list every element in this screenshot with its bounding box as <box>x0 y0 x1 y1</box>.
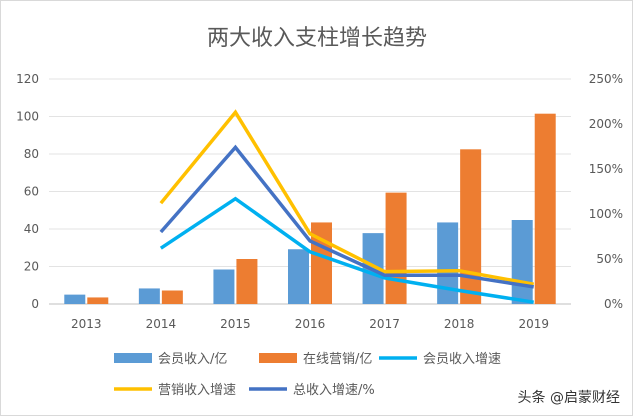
left-axis-ticks: 0 20 40 60 80 100 120 <box>16 72 39 311</box>
bar <box>138 288 160 304</box>
bar <box>460 149 482 304</box>
left-tick-label: 60 <box>24 185 39 199</box>
bar <box>437 222 459 304</box>
x-tick-label: 2013 <box>71 317 102 331</box>
x-tick-label: 2015 <box>220 317 251 331</box>
left-tick-label: 20 <box>24 260 39 274</box>
line-series-group <box>159 109 535 304</box>
right-tick-label: 0% <box>604 297 623 311</box>
x-tick-label: 2014 <box>146 317 177 331</box>
x-tick-label: 2017 <box>369 317 400 331</box>
right-tick-label: 150% <box>589 162 623 176</box>
left-tick-label: 0 <box>31 297 39 311</box>
bar <box>236 259 258 304</box>
chart-title: 两大收入支柱增长趋势 <box>207 26 427 51</box>
right-tick-label: 100% <box>589 207 623 221</box>
left-tick-label: 40 <box>24 222 39 236</box>
left-tick-label: 120 <box>16 72 39 86</box>
bar <box>288 249 309 304</box>
left-tick-label: 80 <box>24 147 39 161</box>
right-axis-ticks: 0% 50% 100% 150% 200% 250% <box>589 72 623 311</box>
x-tick-label: 2018 <box>444 317 475 331</box>
legend-swatch <box>114 353 152 363</box>
right-tick-label: 250% <box>589 72 623 86</box>
bar <box>87 297 109 304</box>
gridlines <box>49 78 571 305</box>
bar <box>511 220 533 304</box>
legend-swatch <box>259 353 297 363</box>
right-tick-label: 200% <box>589 117 623 131</box>
bar <box>534 113 556 304</box>
series-line <box>159 144 534 289</box>
series-line <box>159 109 535 286</box>
legend-label: 总收入增速/% <box>293 383 375 398</box>
legend-label: 在线营销/亿 <box>303 352 372 367</box>
bar <box>64 294 86 304</box>
x-tick-label: 2019 <box>518 317 549 331</box>
legend-label: 会员收入/亿 <box>158 352 227 367</box>
bar <box>161 290 183 304</box>
bar <box>213 269 235 304</box>
watermark: 头条 @启蒙财经 <box>517 390 620 406</box>
right-tick-label: 50% <box>596 252 623 266</box>
legend-label: 会员收入增速 <box>423 352 501 367</box>
left-tick-label: 100 <box>16 110 39 124</box>
series-line <box>159 196 534 304</box>
x-axis-labels: 2013 2014 2015 2016 2017 2018 2019 <box>71 317 549 331</box>
x-tick-label: 2016 <box>295 317 326 331</box>
legend-label: 营销收入增速 <box>158 383 236 398</box>
bar <box>385 192 407 304</box>
